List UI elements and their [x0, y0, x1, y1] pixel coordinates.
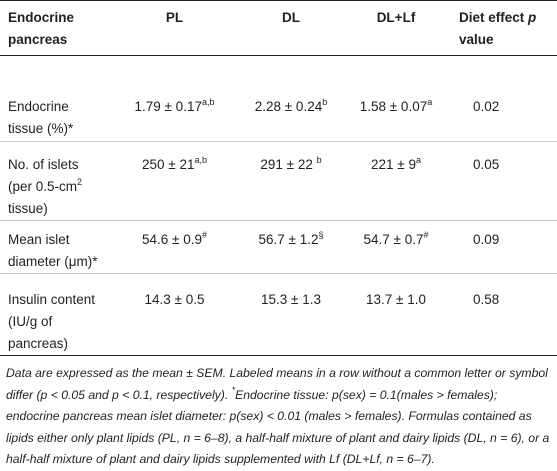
value-cell: 1.58 ± 0.07a	[341, 55, 451, 142]
superscript: b	[316, 155, 322, 165]
text: DL+Lf	[376, 10, 416, 25]
value-cell: 2.28 ± 0.24b	[241, 55, 341, 142]
header-cell: PL	[108, 0, 241, 56]
footnote: Data are expressed as the mean ± SEM. La…	[0, 356, 557, 471]
text: p	[528, 10, 537, 25]
text: value	[459, 32, 494, 47]
text: 0.02	[473, 99, 500, 114]
value-cell: 0.05	[451, 141, 557, 221]
superscript: b	[322, 97, 328, 107]
row-label: Mean islet diameter (μm)*	[0, 220, 108, 274]
text: 54.6 ± 0.9	[142, 232, 202, 247]
text: 56.7 ± 1.2	[258, 232, 319, 247]
data-table: Endocrine pancreas PL DL DL+Lf Diet effect p…	[0, 0, 557, 356]
superscript: #	[423, 230, 429, 240]
text: Insulin content (IU/g of pancreas)	[8, 292, 96, 351]
superscript: *	[231, 384, 236, 395]
value-cell: 250 ± 21a,b	[108, 141, 241, 221]
table-row: Endocrine tissue (%)* 1.79 ± 0.17a,b 2.28 …	[0, 55, 557, 142]
value-cell: 0.02	[451, 55, 557, 142]
header-cell: DL+Lf	[341, 0, 451, 56]
header-cell: DL	[241, 0, 341, 56]
text: 13.7 ± 1.0	[366, 292, 426, 307]
superscript: §	[318, 230, 324, 240]
text: 0.09	[473, 232, 500, 247]
header-cell: Diet effect p value	[451, 0, 557, 56]
text: 1.79 ± 0.17	[134, 99, 202, 114]
table-row: Insulin content (IU/g of pancreas) 14.3 ±…	[0, 273, 557, 356]
text: 0.58	[473, 292, 500, 307]
value-cell: 54.6 ± 0.9#	[108, 220, 241, 274]
value-cell: 14.3 ± 0.5	[108, 273, 241, 356]
text: 291 ± 22	[260, 157, 317, 172]
superscript: #	[201, 230, 207, 240]
value-cell: 56.7 ± 1.2§	[241, 220, 341, 274]
row-label: Insulin content (IU/g of pancreas)	[0, 273, 108, 356]
row-label: Endocrine tissue (%)*	[0, 55, 108, 142]
superscript: a	[415, 155, 421, 165]
superscript: 2	[77, 177, 83, 187]
table-row: No. of islets (per 0.5-cm2 tissue) 250 ± …	[0, 141, 557, 221]
text: Diet effect	[459, 10, 529, 25]
superscript: a,b	[201, 97, 215, 107]
text: 0.05	[473, 157, 500, 172]
table-row: Mean islet diameter (μm)* 54.6 ± 0.9# 56.7…	[0, 220, 557, 274]
text: 221 ± 9	[371, 157, 416, 172]
text: tissue)	[8, 201, 48, 216]
value-cell: 54.7 ± 0.7#	[341, 220, 451, 274]
superscript: a	[427, 97, 433, 107]
text: 54.7 ± 0.7	[363, 232, 424, 247]
text: 14.3 ± 0.5	[144, 292, 205, 307]
table-body: Endocrine tissue (%)* 1.79 ± 0.17a,b 2.28 …	[0, 55, 557, 356]
value-cell: 291 ± 22 b	[241, 141, 341, 221]
text: 2.28 ± 0.24	[254, 99, 323, 114]
text: Mean islet diameter (μm)*	[8, 232, 98, 269]
text: Endocrine pancreas	[8, 10, 75, 47]
value-cell: 1.79 ± 0.17a,b	[108, 55, 241, 142]
superscript: a,b	[194, 155, 207, 165]
row-label: No. of islets (per 0.5-cm2 tissue)	[0, 141, 108, 221]
value-cell: 0.58	[451, 273, 557, 356]
value-cell: 0.09	[451, 220, 557, 274]
value-cell: 15.3 ± 1.3	[241, 273, 341, 356]
header-cell: Endocrine pancreas	[0, 0, 108, 56]
value-cell: 221 ± 9a	[341, 141, 451, 221]
text: PL	[165, 10, 184, 25]
text: 15.3 ± 1.3	[261, 292, 321, 307]
text: 1.58 ± 0.07	[359, 99, 428, 114]
value-cell: 13.7 ± 1.0	[341, 273, 451, 356]
text: DL	[282, 10, 300, 25]
text: 250 ± 21	[142, 157, 195, 172]
text: No. of islets (per 0.5-cm	[8, 157, 79, 194]
text: Endocrine tissue (%)*	[8, 99, 74, 136]
text: Data are expressed as the mean ± SEM. La…	[6, 366, 548, 402]
header-row: Endocrine pancreas PL DL DL+Lf Diet effect p…	[0, 0, 557, 56]
